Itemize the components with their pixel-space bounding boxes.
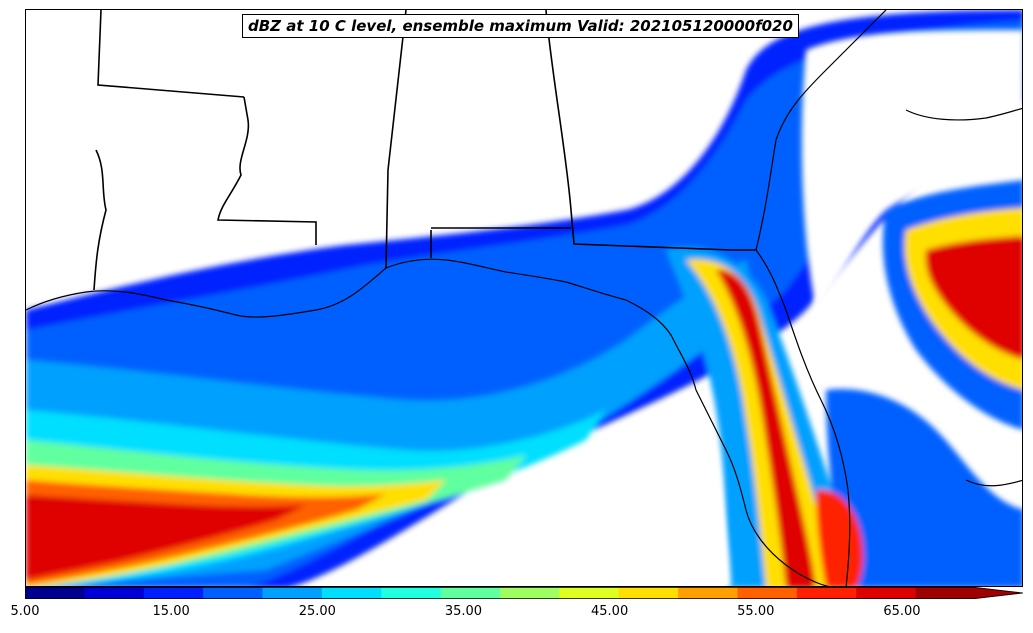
coastline-line <box>755 249 851 586</box>
coastline-line <box>755 10 887 251</box>
coastline-line <box>965 479 1022 487</box>
colorbar-segment <box>915 587 976 599</box>
colorbar-segment <box>559 587 620 599</box>
state-border-line <box>217 96 317 245</box>
reflectivity-atlantic-red <box>925 236 1022 360</box>
colorbar-segment <box>796 587 857 599</box>
reflectivity-field <box>26 10 1022 586</box>
political-boundaries <box>93 10 756 291</box>
coastline <box>26 10 1022 586</box>
colorbar-segment <box>262 587 323 599</box>
colorbar-segment <box>856 587 917 599</box>
coastline-line <box>905 107 1022 121</box>
colorbar-segment <box>737 587 798 599</box>
colorbar-segment <box>381 587 442 599</box>
colorbar-tick-label: 5.00 <box>10 604 40 619</box>
reflectivity-keys-core <box>816 489 864 586</box>
colorbar-outline <box>25 587 1024 599</box>
colorbar-segment <box>321 587 382 599</box>
reflectivity-florida-line-red <box>716 269 816 586</box>
colorbar-segment <box>25 587 85 599</box>
colorbar-tick-label: 45.00 <box>591 604 629 619</box>
colorbar-segment <box>500 587 560 599</box>
no-echo-north <box>26 10 612 270</box>
no-echo-gulf-south <box>466 418 731 586</box>
no-echo-areas <box>26 10 1022 586</box>
colorbar-segment <box>618 587 679 599</box>
state-border-line <box>97 10 245 98</box>
reflectivity-keys-cluster <box>826 389 1022 586</box>
state-border-line <box>385 10 407 269</box>
colorbar-tick-label: 15.00 <box>152 604 190 619</box>
colorbar-tick-label: 65.00 <box>883 604 921 619</box>
reflectivity-core-red <box>26 495 306 580</box>
colorbar-segment <box>678 587 739 599</box>
no-echo-atlantic <box>801 30 1022 310</box>
colorbar-extend-arrow <box>975 587 1023 599</box>
state-border-line <box>545 10 756 251</box>
colorbar-tick-label: 55.00 <box>737 604 775 619</box>
colorbar-segment <box>203 587 264 599</box>
colorbar <box>25 587 1024 599</box>
colorbar-tick-label: 25.00 <box>298 604 336 619</box>
colorbar-tick-label: 35.00 <box>444 604 483 619</box>
state-border-line <box>93 149 107 291</box>
coastline-line <box>26 258 830 586</box>
colorbar-segment <box>143 587 204 599</box>
radar-map <box>25 9 1023 587</box>
colorbar-segment <box>84 587 145 599</box>
colorbar-segment <box>440 587 501 599</box>
map-title: dBZ at 10 C level, ensemble maximum Vali… <box>242 14 799 38</box>
